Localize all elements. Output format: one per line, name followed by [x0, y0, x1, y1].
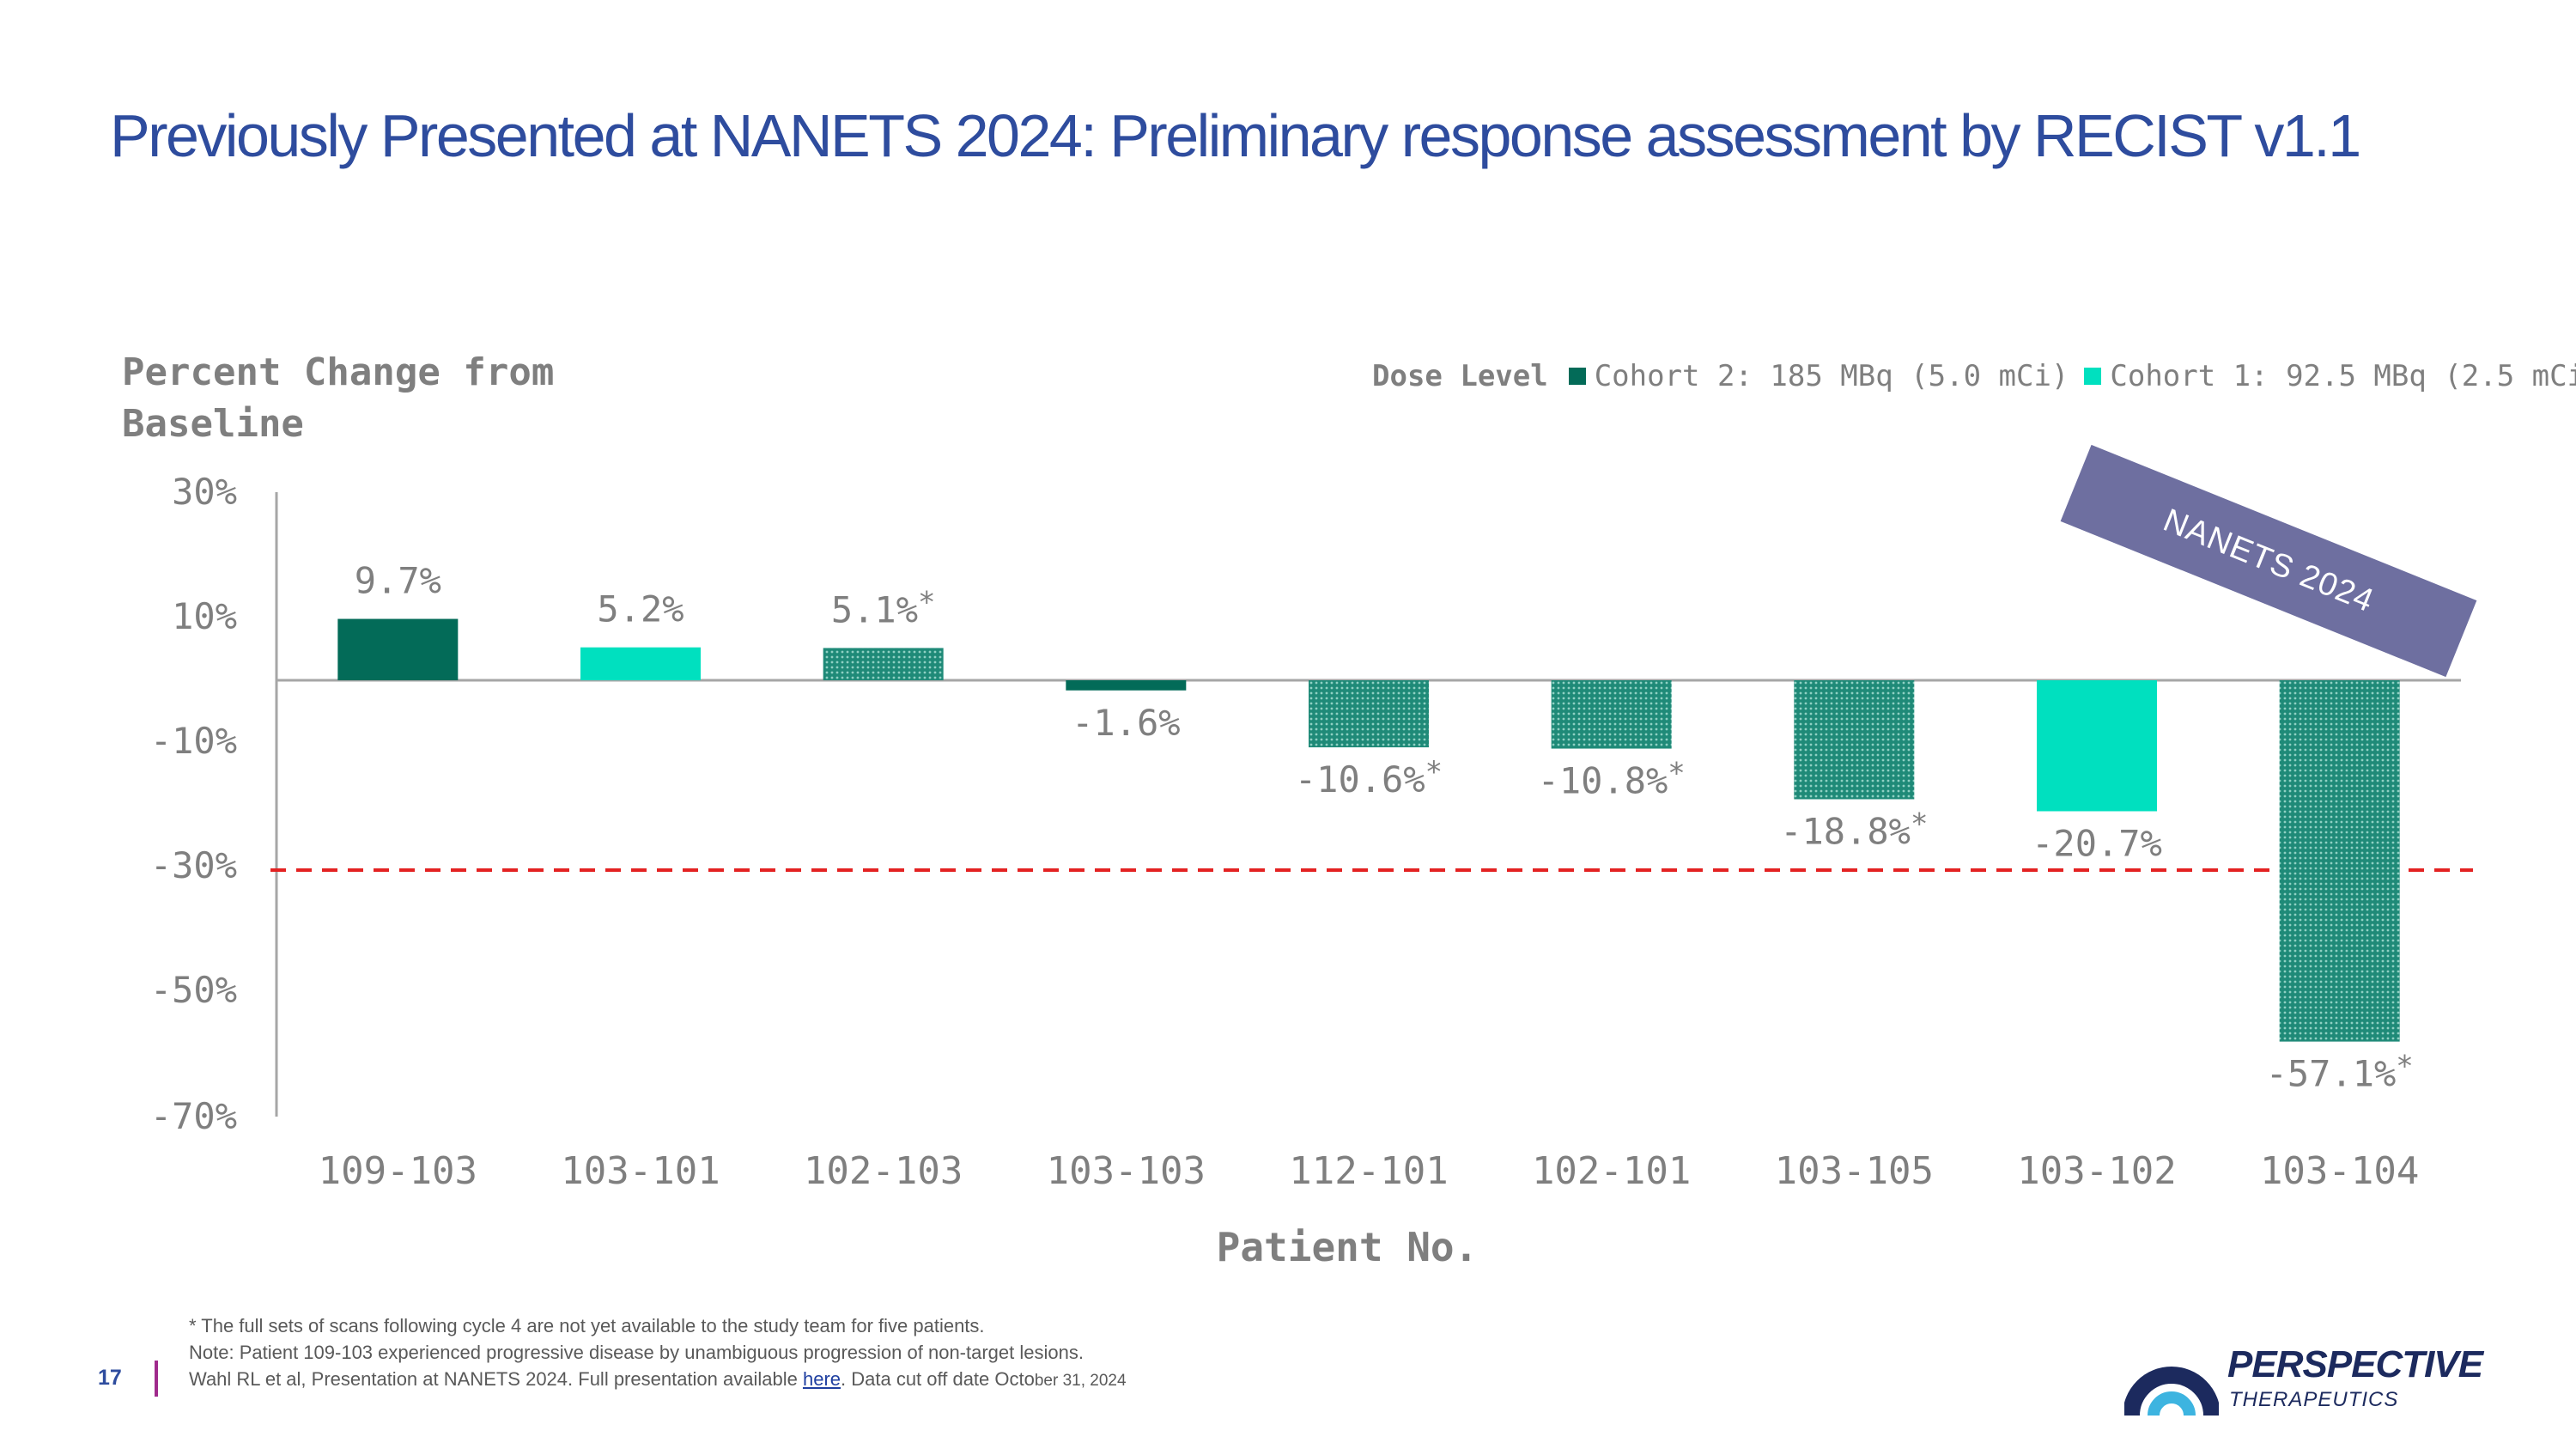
presentation-link[interactable]: here [802, 1368, 841, 1390]
data-label: -1.6% [1072, 702, 1180, 744]
x-axis-title: Patient No. [1217, 1224, 1479, 1270]
footnote-1: * The full sets of scans following cycle… [189, 1315, 985, 1336]
bar [1794, 680, 1915, 800]
asterisk-marker: * [1668, 757, 1685, 791]
logo-name: PERSPECTIVE [2227, 1343, 2483, 1385]
x-tick-label: 112-101 [1289, 1149, 1448, 1193]
asterisk-marker: * [918, 585, 935, 619]
x-tick-label: 103-102 [2017, 1149, 2176, 1193]
y-tick-label: 10% [172, 595, 237, 637]
data-label: 9.7% [355, 560, 441, 602]
legend-title: Dose Level [1372, 359, 1548, 393]
x-tick-label: 103-101 [561, 1149, 720, 1193]
y-tick-label: -10% [150, 720, 237, 762]
data-label: 5.2% [597, 588, 683, 630]
bar [580, 647, 701, 680]
page-divider [155, 1361, 158, 1397]
footnote-2: Note: Patient 109-103 experienced progre… [189, 1342, 1084, 1363]
data-label: -10.6%* [1295, 755, 1443, 801]
x-tick-label: 103-104 [2260, 1149, 2419, 1193]
y-tick-label: 30% [172, 471, 237, 513]
bar [1309, 680, 1429, 748]
asterisk-marker: * [1425, 755, 1443, 789]
data-label: -18.8%* [1780, 807, 1928, 852]
footnote-3-date: ber 31, 2024 [1034, 1372, 1127, 1390]
data-label: -57.1%* [2266, 1050, 2414, 1095]
y-tick-label: -30% [150, 844, 237, 886]
x-tick-label: 102-103 [804, 1149, 963, 1193]
legend-item-cohort-2: Cohort 2: 185 MBq (5.0 mCi) [1594, 359, 2069, 393]
legend-item-cohort-1: Cohort 1: 92.5 MBq (2.5 mCi) [2110, 359, 2576, 393]
company-logo: PERSPECTIVE THERAPEUTICS [2124, 1336, 2485, 1422]
bar [2037, 680, 2157, 812]
y-tick-label: -50% [150, 969, 237, 1011]
asterisk-marker: * [2396, 1050, 2413, 1084]
footnote-3-text: Wahl RL et al, Presentation at NANETS 20… [189, 1368, 803, 1390]
data-label: -20.7% [2032, 822, 2162, 864]
bar [337, 618, 459, 680]
footnote-3: Wahl RL et al, Presentation at NANETS 20… [189, 1366, 1127, 1394]
page-number: 17 [98, 1366, 122, 1390]
bar [823, 648, 944, 680]
footnote-3-cutoff: . Data cut off date Octo [841, 1368, 1035, 1390]
data-label: -10.8%* [1538, 757, 1686, 802]
chart-legend: Dose Level Cohort 2: 185 MBq (5.0 mCi) C… [1372, 359, 2576, 393]
x-tick-label: 103-103 [1047, 1149, 1206, 1193]
legend-swatch-cohort-2 [1568, 368, 1586, 385]
asterisk-marker: * [1911, 807, 1928, 841]
x-tick-label: 102-101 [1532, 1149, 1691, 1193]
x-tick-label: 103-105 [1775, 1149, 1934, 1193]
y-tick-label: -70% [150, 1095, 237, 1137]
y-axis-title: Percent Change from Baseline [122, 350, 555, 446]
footnotes: * The full sets of scans following cycle… [189, 1312, 1127, 1394]
logo-mark-icon [2124, 1367, 2219, 1416]
x-tick-label: 109-103 [319, 1149, 477, 1193]
logo-subtitle: THERAPEUTICS [2229, 1388, 2399, 1411]
page-title: Previously Presented at NANETS 2024: Pre… [110, 102, 2361, 169]
data-label: 5.1%* [831, 585, 936, 630]
bar [2279, 680, 2400, 1042]
bar [1066, 680, 1187, 691]
bar [1551, 680, 1672, 749]
legend-swatch-cohort-1 [2084, 368, 2102, 385]
